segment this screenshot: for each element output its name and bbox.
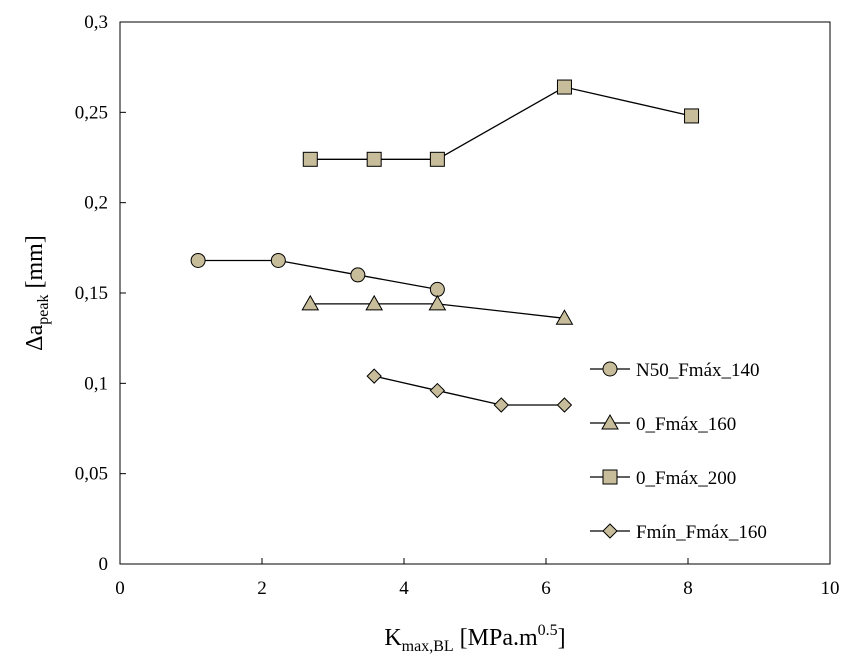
y-tick-label: 0,05 (75, 464, 108, 485)
series-triangle (301, 294, 574, 325)
y-tick-label: 0,1 (84, 373, 108, 394)
data-point-square (429, 151, 445, 167)
legend-label: Fmín_Fmáx_160 (636, 522, 767, 543)
data-point-triangle (555, 309, 574, 325)
y-tick-label: 0,25 (75, 102, 108, 123)
x-axis-title-unit: [MPa.m (454, 625, 538, 651)
data-point-triangle (365, 294, 384, 311)
data-point-circle (270, 252, 286, 268)
series-square (302, 79, 700, 167)
x-tick-label: 6 (541, 578, 551, 599)
series-diamond (366, 368, 573, 413)
x-tick-label: 4 (399, 578, 409, 599)
legend-marker-circle (602, 361, 618, 377)
data-point-circle (190, 252, 206, 268)
legend-marker-square (602, 469, 618, 485)
data-point-square (366, 151, 382, 167)
data-point-diamond (556, 397, 573, 413)
data-point-triangle (428, 294, 447, 311)
series-line (374, 375, 565, 406)
x-axis-title-superscript: 0.5 (538, 622, 558, 639)
data-point-square (556, 79, 572, 95)
series-circle (190, 252, 445, 297)
legend-label: 0_Fmáx_160 (636, 414, 736, 435)
legend-marker-diamond (602, 523, 618, 539)
data-point-triangle (301, 294, 320, 311)
data-point-square (302, 151, 318, 167)
x-tick-label: 8 (683, 578, 693, 599)
legend-marker-triangle (601, 413, 619, 430)
y-axis-title-main: Δa (22, 324, 48, 350)
x-tick-label: 10 (821, 578, 840, 599)
y-tick-label: 0,2 (84, 193, 108, 214)
y-tick-label: 0,15 (75, 283, 108, 304)
x-axis-title-subscript: max,BL (402, 638, 454, 655)
x-axis-title-end: ] (558, 625, 566, 651)
y-axis-ticks: 0 0,05 0,1 0,15 0,2 0,25 0,3 (75, 12, 126, 575)
legend-entry: 0_Fmáx_200 (590, 468, 736, 489)
legend-label: 0_Fmáx_200 (636, 468, 736, 489)
data-point-square (684, 108, 700, 124)
x-axis-title-main: K (384, 625, 402, 651)
y-axis-title-unit: [mm] (22, 235, 48, 294)
x-tick-label: 0 (115, 578, 125, 599)
data-point-diamond (366, 368, 382, 384)
legend-entry: Fmín_Fmáx_160 (590, 522, 767, 543)
legend-entry: 0_Fmáx_160 (590, 413, 736, 435)
y-tick-label: 0,3 (84, 12, 108, 33)
data-point-diamond (429, 382, 446, 399)
legend-entry: N50_Fmáx_140 (590, 360, 760, 381)
x-axis-ticks: 0 2 4 6 8 10 (115, 558, 840, 599)
data-point-circle (350, 267, 366, 283)
legend-label: N50_Fmáx_140 (636, 360, 760, 381)
x-axis-title: Kmax,BL [MPa.m0.5] (384, 622, 565, 655)
y-axis-title-subscript: peak (35, 295, 52, 325)
y-tick-label: 0 (99, 554, 109, 575)
series-line (310, 303, 565, 319)
data-point-diamond (493, 397, 509, 413)
series-layer (190, 79, 700, 413)
legend: N50_Fmáx_140 0_Fmáx_160 0_Fmáx_200 Fmín_Fmá… (590, 360, 767, 543)
y-axis-title: Δapeak [mm] (22, 235, 52, 351)
series-line (198, 259, 438, 291)
data-point-circle (429, 281, 445, 297)
x-tick-label: 2 (257, 578, 267, 599)
